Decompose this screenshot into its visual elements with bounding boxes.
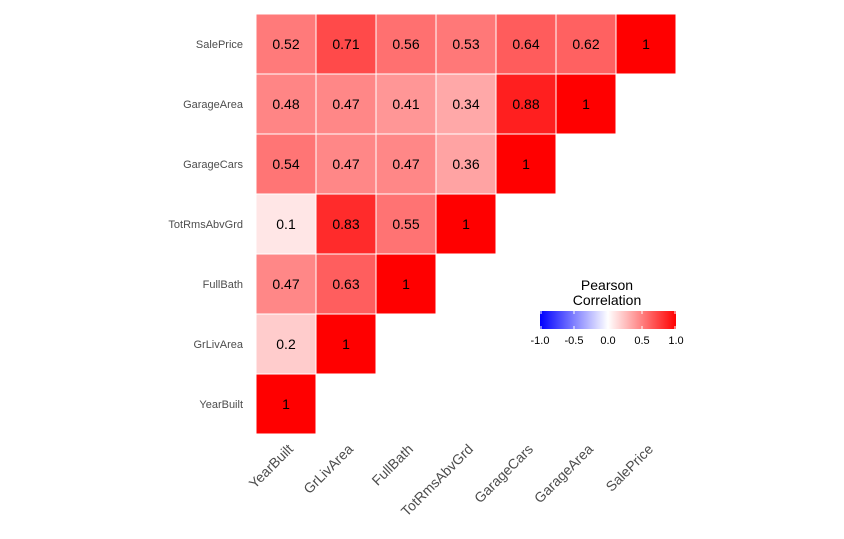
heatmap-cell xyxy=(255,73,317,135)
heatmap-cell xyxy=(315,73,377,135)
x-axis-tick-label: GarageCars xyxy=(471,441,536,506)
heatmap-cell xyxy=(255,13,317,75)
heatmap-cell xyxy=(555,73,617,135)
heatmap-cell-label: 0.54 xyxy=(272,156,299,172)
heatmap-cell-label: 1 xyxy=(282,396,290,412)
heatmap-cell-label: 0.53 xyxy=(452,36,479,52)
heatmap-cell-label: 0.88 xyxy=(512,96,539,112)
heatmap-cell-label: 0.83 xyxy=(332,216,359,232)
heatmap-cell xyxy=(375,73,437,135)
heatmap-cell-label: 0.62 xyxy=(572,36,599,52)
x-axis-tick-labels: YearBuilt GrLivArea FullBathTotRmsAbvGrdGa… xyxy=(246,441,657,520)
heatmap-cell-label: 1 xyxy=(402,276,410,292)
heatmap-cell xyxy=(315,193,377,255)
heatmap-cell xyxy=(435,193,497,255)
heatmap-cell xyxy=(375,13,437,75)
heatmap-cell xyxy=(315,13,377,75)
legend-tick-label: 0.5 xyxy=(634,335,649,347)
legend-ticks: -1.0 -0.5 0.0 0.5 1.0 xyxy=(531,311,684,347)
heatmap-cell-label: 0.41 xyxy=(392,96,419,112)
heatmap-cell xyxy=(435,133,497,195)
heatmap-cell-labels: 1 0.2 0.47 0.1 0.54 0.48 0.52 1 0.63 0.83 0.47 0.47… xyxy=(272,36,650,412)
legend-tick-label: 1.0 xyxy=(668,335,683,347)
heatmap-cell xyxy=(435,73,497,135)
heatmap-cell xyxy=(495,133,557,195)
heatmap-cell xyxy=(435,13,497,75)
heatmap-cell xyxy=(375,133,437,195)
heatmap-cell xyxy=(255,373,317,435)
heatmap-cell-label: 0.47 xyxy=(392,156,419,172)
x-axis-tick-label: FullBath xyxy=(368,441,416,489)
heatmap-cell xyxy=(555,13,617,75)
heatmap-cell-label: 0.47 xyxy=(332,156,359,172)
heatmap-cell-label: 0.56 xyxy=(392,36,419,52)
heatmap-cell-label: 0.34 xyxy=(452,96,479,112)
heatmap-cell-label: 0.36 xyxy=(452,156,479,172)
x-axis-tick-label: YearBuilt xyxy=(246,441,297,492)
legend-title-line2: Correlation xyxy=(573,292,641,308)
heatmap-cell-label: 0.2 xyxy=(276,336,296,352)
y-axis-tick-label: SalePrice xyxy=(196,39,243,51)
y-axis-tick-labels: YearBuilt GrLivArea FullBath TotRmsAbvGrd Ga… xyxy=(168,39,243,411)
legend-colorbar xyxy=(540,311,676,329)
heatmap-cell xyxy=(495,13,557,75)
heatmap-cell-label: 0.1 xyxy=(276,216,296,232)
heatmap-cell xyxy=(615,13,677,75)
heatmap-cell-label: 1 xyxy=(582,96,590,112)
heatmap-cell-label: 0.52 xyxy=(272,36,299,52)
heatmap-cell-label: 0.47 xyxy=(272,276,299,292)
y-axis-tick-label: FullBath xyxy=(203,279,243,291)
legend-tick-label: 0.0 xyxy=(600,335,615,347)
y-axis-tick-label: GarageArea xyxy=(183,99,244,111)
heatmap-cell xyxy=(255,313,317,375)
heatmap-cell xyxy=(255,133,317,195)
heatmap-cell-label: 0.64 xyxy=(512,36,539,52)
legend-title-line1: Pearson xyxy=(581,277,633,293)
heatmap-cell xyxy=(315,253,377,315)
heatmap-cells xyxy=(255,13,677,435)
x-axis-tick-label: GarageArea xyxy=(531,441,596,506)
heatmap-cell xyxy=(315,313,377,375)
heatmap-cell-label: 0.47 xyxy=(332,96,359,112)
y-axis-tick-label: GrLivArea xyxy=(193,339,243,351)
heatmap-cell-label: 1 xyxy=(462,216,470,232)
heatmap-cell-label: 1 xyxy=(342,336,350,352)
x-axis-tick-label: GrLivArea xyxy=(300,441,356,497)
heatmap-cell-label: 0.71 xyxy=(332,36,359,52)
heatmap-cell-label: 0.55 xyxy=(392,216,419,232)
heatmap-cell-label: 1 xyxy=(522,156,530,172)
legend-tick-label: -1.0 xyxy=(531,335,550,347)
y-axis-tick-label: YearBuilt xyxy=(199,399,243,411)
y-axis-tick-label: TotRmsAbvGrd xyxy=(168,219,243,231)
y-axis-tick-label: GarageCars xyxy=(183,159,243,171)
legend: Pearson Correlation -1.0 -0.5 0.0 0.5 1.0 xyxy=(531,277,684,347)
heatmap-cell-label: 0.63 xyxy=(332,276,359,292)
legend-tick-label: -0.5 xyxy=(565,335,584,347)
heatmap-cell-label: 0.48 xyxy=(272,96,299,112)
x-axis-tick-label: SalePrice xyxy=(602,441,656,495)
heatmap-cell-label: 1 xyxy=(642,36,650,52)
